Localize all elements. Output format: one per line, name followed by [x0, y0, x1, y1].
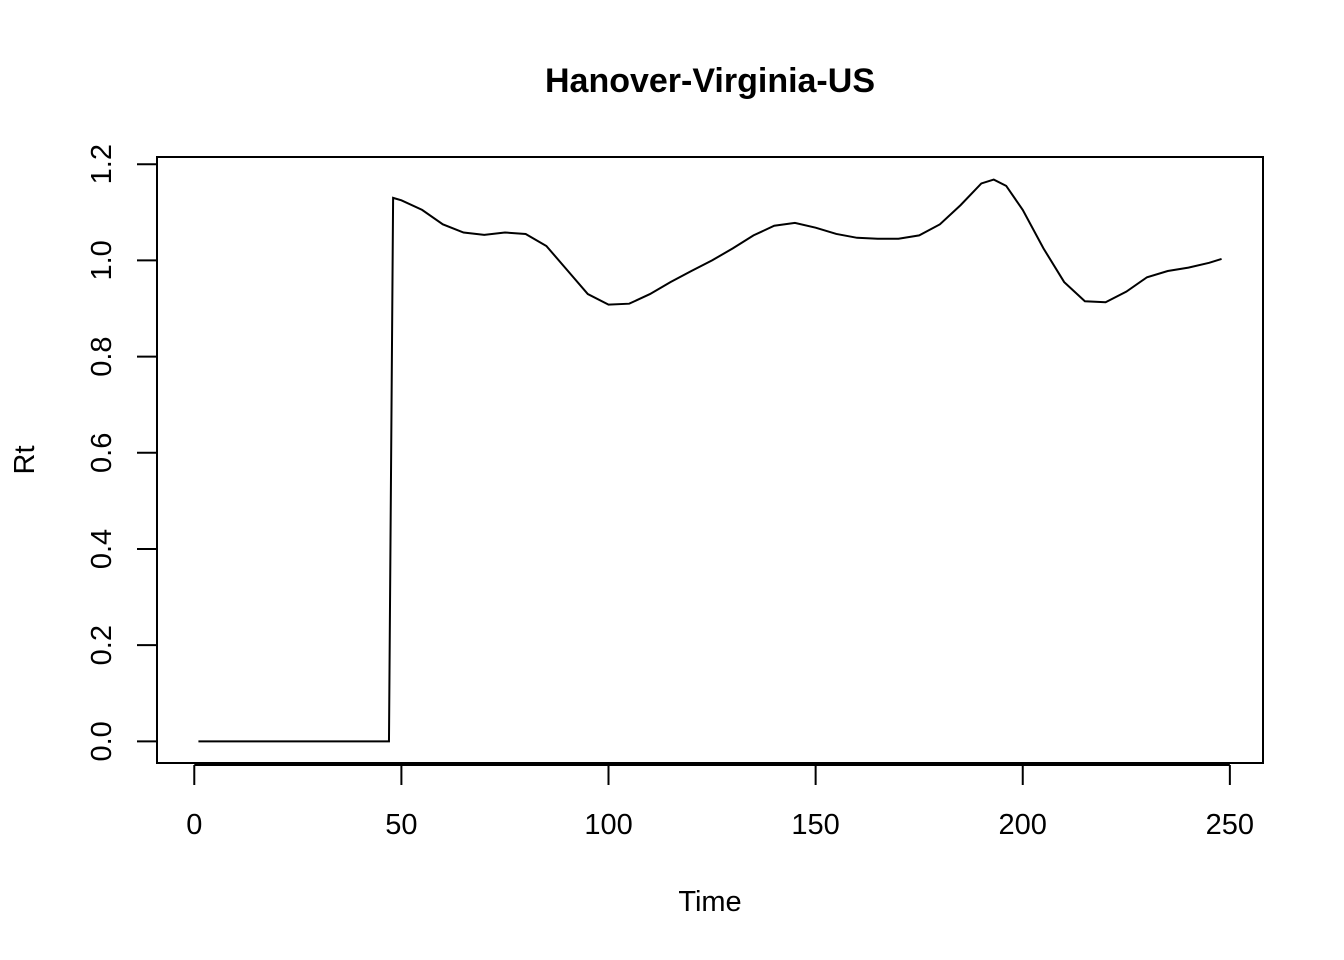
y-tick-label: 0.4 — [86, 529, 118, 569]
x-axis-label: Time — [678, 886, 741, 918]
x-axis: 0 50 100 150 200 250 — [186, 764, 1254, 841]
x-tick-label: 100 — [584, 809, 632, 841]
x-tick-label: 150 — [791, 809, 839, 841]
x-tick-label: 50 — [385, 809, 417, 841]
y-tick-label: 0.2 — [86, 625, 118, 665]
y-axis-label: Rt — [9, 446, 41, 475]
y-axis: 0.0 0.2 0.4 0.6 0.8 1.0 1.2 — [86, 144, 158, 762]
y-tick-label: 1.2 — [86, 144, 118, 184]
y-tick-label: 0.8 — [86, 336, 118, 376]
series-line — [198, 178, 1222, 743]
x-tick-label: 0 — [186, 809, 202, 841]
x-tick-label: 250 — [1206, 809, 1254, 841]
y-tick-label: 1.0 — [86, 240, 118, 280]
y-tick-label: 0.0 — [86, 721, 118, 761]
chart-title: Hanover-Virginia-US — [545, 62, 875, 100]
x-tick-label: 200 — [999, 809, 1047, 841]
y-tick-label: 0.6 — [86, 433, 118, 473]
plot-frame — [156, 156, 1264, 764]
